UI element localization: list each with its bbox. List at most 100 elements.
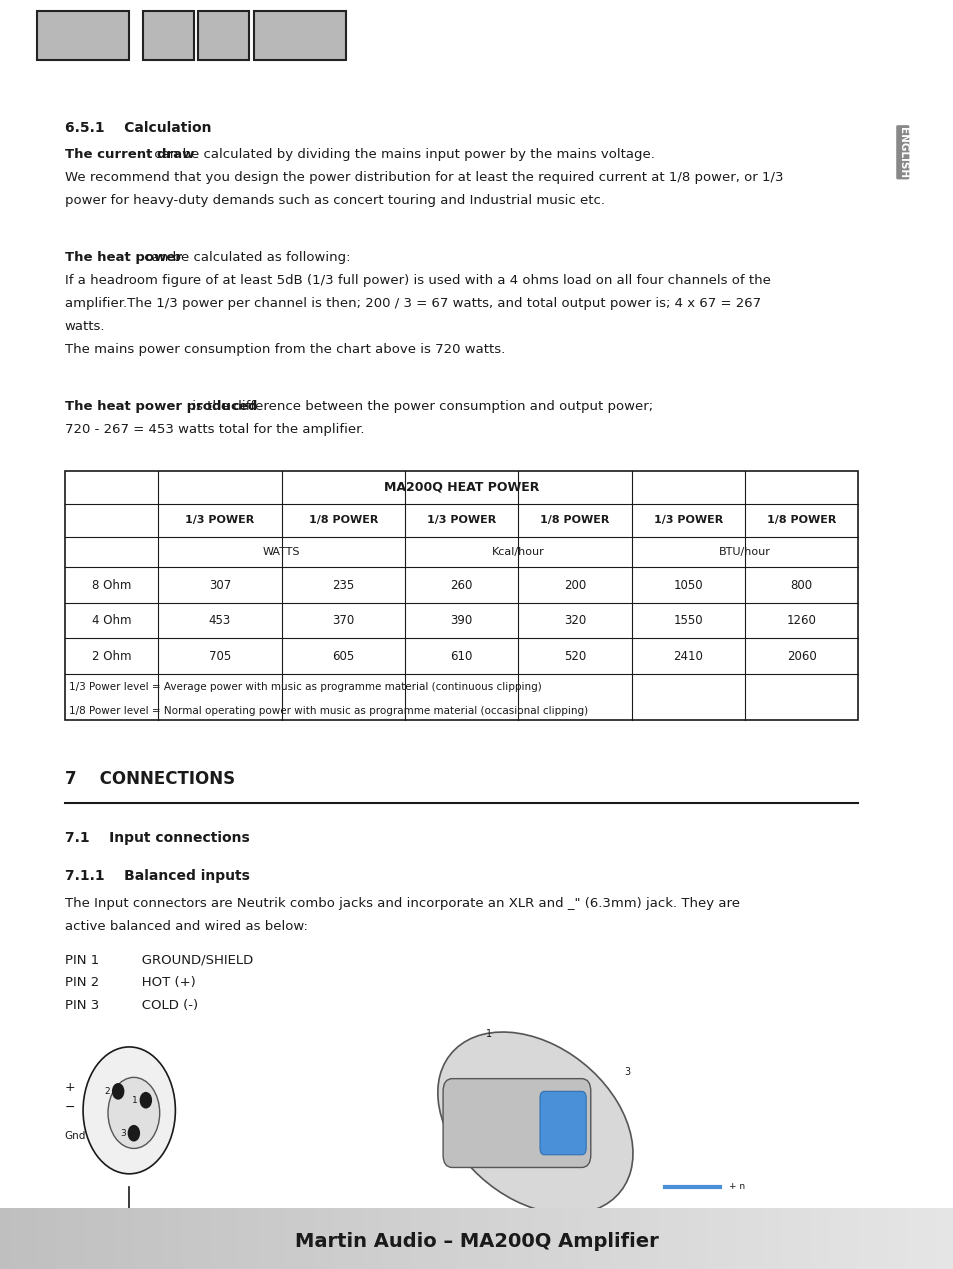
Bar [162, 1208, 172, 1269]
Text: 2060: 2060 [786, 650, 816, 662]
Text: is the difference between the power consumption and output power;: is the difference between the power cons… [188, 400, 652, 412]
Text: 1/8 POWER: 1/8 POWER [766, 515, 836, 525]
Bar [686, 1208, 696, 1269]
Bar [400, 1208, 410, 1269]
Bar [515, 1208, 524, 1269]
Bar [619, 1208, 629, 1269]
Circle shape [83, 1047, 175, 1174]
Bar [95, 1208, 105, 1269]
Bar [381, 1208, 391, 1269]
Text: Gnd: Gnd [65, 1131, 86, 1141]
Bar [543, 1208, 553, 1269]
Text: 2: 2 [532, 1232, 537, 1242]
Bar [248, 1208, 257, 1269]
Bar [48, 1208, 57, 1269]
Text: 1050: 1050 [673, 579, 702, 591]
Bar [0, 1208, 10, 1269]
Bar [867, 1208, 877, 1269]
Bar [181, 1208, 191, 1269]
Bar [200, 1208, 210, 1269]
Bar [905, 1208, 915, 1269]
Circle shape [140, 1093, 152, 1108]
Text: WATTS: WATTS [262, 547, 300, 557]
Text: 1/3 POWER: 1/3 POWER [427, 515, 496, 525]
Text: 2: 2 [104, 1086, 110, 1096]
Bar [820, 1208, 829, 1269]
FancyBboxPatch shape [198, 11, 249, 60]
Bar [172, 1208, 181, 1269]
Bar [191, 1208, 200, 1269]
Ellipse shape [437, 1032, 633, 1214]
Bar [801, 1208, 810, 1269]
Text: amplifier.The 1/3 power per channel is then; 200 / 3 = 67 watts, and total outpu: amplifier.The 1/3 power per channel is t… [65, 297, 760, 310]
Bar [410, 1208, 419, 1269]
Text: We recommend that you design the power distribution for at least the required cu: We recommend that you design the power d… [65, 171, 782, 184]
Bar [724, 1208, 734, 1269]
Bar [362, 1208, 372, 1269]
Bar [858, 1208, 867, 1269]
Bar [448, 1208, 457, 1269]
Text: 1/8 POWER: 1/8 POWER [539, 515, 609, 525]
Text: 6.5.1    Calculation: 6.5.1 Calculation [65, 121, 211, 135]
Bar [314, 1208, 324, 1269]
Bar [391, 1208, 400, 1269]
Bar [553, 1208, 562, 1269]
Text: If a headroom figure of at least 5dB (1/3 full power) is used with a 4 ohms load: If a headroom figure of at least 5dB (1/… [65, 274, 770, 287]
Bar [591, 1208, 600, 1269]
Bar [267, 1208, 276, 1269]
Bar [286, 1208, 295, 1269]
Text: 1550: 1550 [673, 614, 702, 627]
Bar [238, 1208, 248, 1269]
Bar [305, 1208, 314, 1269]
Text: 7.1    Input connections: 7.1 Input connections [65, 831, 249, 845]
Text: 2 Ohm: 2 Ohm [91, 650, 132, 662]
Bar [810, 1208, 820, 1269]
Text: 800: 800 [790, 579, 812, 591]
Bar [629, 1208, 639, 1269]
Text: 1260: 1260 [786, 614, 816, 627]
Text: + n: + n [728, 1181, 744, 1192]
Bar [257, 1208, 267, 1269]
Bar [639, 1208, 648, 1269]
Text: BTU/hour: BTU/hour [719, 547, 770, 557]
Text: 3: 3 [120, 1128, 126, 1138]
Bar [343, 1208, 353, 1269]
Bar [924, 1208, 934, 1269]
Text: watts.: watts. [65, 320, 105, 332]
Bar [534, 1208, 543, 1269]
Bar [152, 1208, 162, 1269]
Text: 307: 307 [209, 579, 231, 591]
Bar [581, 1208, 591, 1269]
Bar [65, 471, 858, 504]
Text: +: + [65, 1081, 75, 1094]
Bar [10, 1208, 19, 1269]
Bar [438, 1208, 448, 1269]
Bar [648, 1208, 658, 1269]
Bar [76, 1208, 86, 1269]
Bar [715, 1208, 724, 1269]
Text: 1/8 POWER: 1/8 POWER [308, 515, 377, 525]
Bar [124, 1208, 133, 1269]
Text: Martin Audio – MA200Q Amplifier: Martin Audio – MA200Q Amplifier [294, 1232, 659, 1251]
Bar [324, 1208, 334, 1269]
Text: −: − [65, 1101, 75, 1114]
Bar [886, 1208, 896, 1269]
Bar [57, 1208, 67, 1269]
Bar [562, 1208, 572, 1269]
Bar [457, 1208, 467, 1269]
Bar [372, 1208, 381, 1269]
Bar [276, 1208, 286, 1269]
Bar [476, 1208, 486, 1269]
Text: 370: 370 [332, 614, 354, 627]
Text: PIN 1          GROUND/SHIELD: PIN 1 GROUND/SHIELD [65, 953, 253, 966]
Text: 1: 1 [486, 1029, 492, 1039]
Bar [743, 1208, 753, 1269]
Text: The current draw: The current draw [65, 148, 193, 161]
Bar [19, 1208, 29, 1269]
Text: 390: 390 [450, 614, 472, 627]
Circle shape [108, 1077, 159, 1148]
Bar [877, 1208, 886, 1269]
Text: 4 Ohm: 4 Ohm [91, 614, 132, 627]
Bar [38, 1208, 48, 1269]
Bar [734, 1208, 743, 1269]
